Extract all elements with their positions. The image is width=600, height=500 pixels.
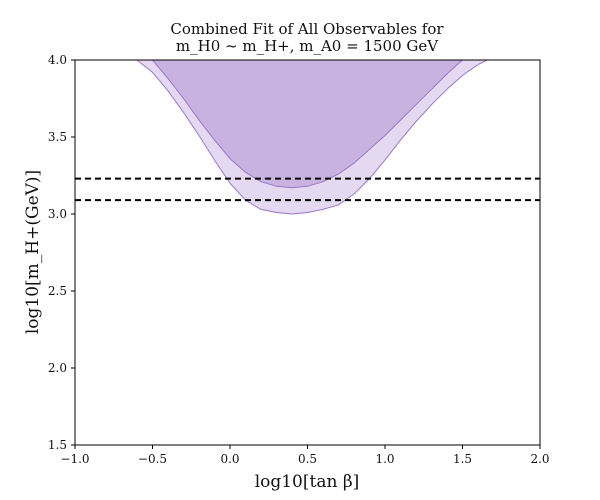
chart-title-line-2: m_H0 ~ m_H+, m_A0 = 1500 GeV xyxy=(176,37,439,55)
y-tick-label: 3.5 xyxy=(48,130,67,144)
exclusion-regions xyxy=(135,59,488,215)
y-tick-label: 4.0 xyxy=(48,53,67,67)
x-tick-label: 2.0 xyxy=(530,452,549,466)
y-tick-label: 1.5 xyxy=(48,438,67,452)
x-tick-label: 0.5 xyxy=(298,452,317,466)
x-tick-label: 1.5 xyxy=(453,452,472,466)
y-axis-ticks: 1.5 2.0 2.5 3.0 3.5 4.0 xyxy=(48,53,75,452)
reference-lines xyxy=(75,177,540,202)
x-tick-label: −1.0 xyxy=(60,452,89,466)
x-tick-label: 0.0 xyxy=(220,452,239,466)
x-tick-label: 1.0 xyxy=(375,452,394,466)
y-axis-label: log10[m_H+(GeV)] xyxy=(23,170,43,334)
y-tick-label: 2.5 xyxy=(48,284,67,298)
x-axis-label: log10[tan β] xyxy=(255,472,360,492)
x-axis-ticks: −1.0 −0.5 0.0 0.5 1.0 1.5 2.0 xyxy=(60,445,550,466)
x-tick-label: −0.5 xyxy=(138,452,167,466)
y-tick-label: 3.0 xyxy=(48,207,67,221)
y-tick-label: 2.0 xyxy=(48,361,67,375)
chart-title-line-1: Combined Fit of All Observables for xyxy=(170,20,444,38)
region-inner xyxy=(151,59,464,189)
